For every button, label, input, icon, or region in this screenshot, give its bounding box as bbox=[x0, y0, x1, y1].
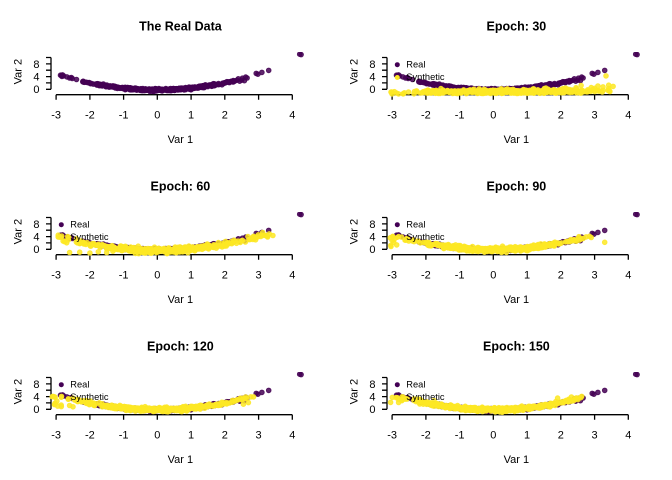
svg-text:Synthetic: Synthetic bbox=[406, 72, 445, 82]
svg-text:8: 8 bbox=[33, 379, 39, 391]
svg-text:Epoch: 60: Epoch: 60 bbox=[151, 180, 211, 194]
svg-text:4: 4 bbox=[33, 72, 39, 84]
svg-text:3: 3 bbox=[592, 270, 598, 282]
svg-text:-2: -2 bbox=[421, 270, 431, 282]
svg-text:4: 4 bbox=[369, 392, 375, 404]
svg-text:Real: Real bbox=[406, 219, 425, 229]
svg-text:Real: Real bbox=[70, 219, 89, 229]
svg-text:Var 1: Var 1 bbox=[168, 454, 193, 466]
svg-text:8: 8 bbox=[369, 59, 375, 71]
svg-text:-1: -1 bbox=[119, 110, 129, 122]
svg-text:4: 4 bbox=[625, 110, 631, 122]
svg-text:8: 8 bbox=[369, 379, 375, 391]
svg-text:Var 2: Var 2 bbox=[12, 59, 24, 84]
svg-text:3: 3 bbox=[256, 430, 262, 442]
svg-text:8: 8 bbox=[33, 59, 39, 71]
svg-text:0: 0 bbox=[369, 84, 375, 96]
svg-text:Var 1: Var 1 bbox=[168, 134, 193, 146]
svg-text:4: 4 bbox=[289, 110, 295, 122]
svg-text:2: 2 bbox=[558, 110, 564, 122]
svg-text:3: 3 bbox=[592, 110, 598, 122]
svg-text:1: 1 bbox=[524, 110, 530, 122]
svg-text:4: 4 bbox=[369, 72, 375, 84]
svg-text:4: 4 bbox=[625, 430, 631, 442]
svg-text:-2: -2 bbox=[85, 430, 95, 442]
svg-text:-2: -2 bbox=[85, 110, 95, 122]
svg-text:2: 2 bbox=[558, 430, 564, 442]
svg-text:0: 0 bbox=[33, 84, 39, 96]
svg-text:Var 1: Var 1 bbox=[504, 294, 529, 306]
svg-text:Var 1: Var 1 bbox=[504, 454, 529, 466]
svg-text:Epoch: 90: Epoch: 90 bbox=[487, 180, 547, 194]
svg-text:2: 2 bbox=[222, 430, 228, 442]
svg-text:-2: -2 bbox=[85, 270, 95, 282]
svg-text:3: 3 bbox=[256, 110, 262, 122]
svg-text:Real: Real bbox=[406, 379, 425, 389]
svg-text:-3: -3 bbox=[51, 430, 61, 442]
svg-text:8: 8 bbox=[369, 219, 375, 231]
svg-text:4: 4 bbox=[33, 232, 39, 244]
svg-text:2: 2 bbox=[222, 110, 228, 122]
svg-text:Var 2: Var 2 bbox=[348, 59, 360, 84]
svg-text:Synthetic: Synthetic bbox=[70, 392, 109, 402]
svg-text:-1: -1 bbox=[455, 430, 465, 442]
svg-text:3: 3 bbox=[256, 270, 262, 282]
svg-text:Var 2: Var 2 bbox=[12, 219, 24, 244]
svg-text:Synthetic: Synthetic bbox=[406, 232, 445, 242]
svg-text:0: 0 bbox=[33, 404, 39, 416]
svg-text:3: 3 bbox=[592, 430, 598, 442]
svg-text:-1: -1 bbox=[119, 270, 129, 282]
svg-text:0: 0 bbox=[154, 110, 160, 122]
svg-text:Var 2: Var 2 bbox=[348, 379, 360, 404]
svg-text:Var 2: Var 2 bbox=[12, 379, 24, 404]
svg-text:Real: Real bbox=[406, 59, 425, 69]
svg-text:4: 4 bbox=[33, 392, 39, 404]
svg-text:2: 2 bbox=[222, 270, 228, 282]
svg-text:8: 8 bbox=[33, 219, 39, 231]
svg-text:Synthetic: Synthetic bbox=[70, 232, 109, 242]
svg-text:0: 0 bbox=[33, 244, 39, 256]
svg-text:4: 4 bbox=[289, 430, 295, 442]
svg-text:-3: -3 bbox=[51, 110, 61, 122]
svg-text:The Real Data: The Real Data bbox=[139, 20, 223, 34]
svg-text:Real: Real bbox=[70, 379, 89, 389]
svg-text:1: 1 bbox=[188, 270, 194, 282]
svg-text:-1: -1 bbox=[455, 270, 465, 282]
svg-text:-3: -3 bbox=[51, 270, 61, 282]
svg-text:4: 4 bbox=[369, 232, 375, 244]
svg-text:-2: -2 bbox=[421, 430, 431, 442]
svg-text:Var 2: Var 2 bbox=[348, 219, 360, 244]
svg-text:-3: -3 bbox=[387, 270, 397, 282]
svg-text:2: 2 bbox=[558, 270, 564, 282]
svg-text:0: 0 bbox=[369, 404, 375, 416]
svg-text:0: 0 bbox=[154, 430, 160, 442]
svg-text:Synthetic: Synthetic bbox=[406, 392, 445, 402]
svg-text:1: 1 bbox=[188, 430, 194, 442]
svg-text:Var 1: Var 1 bbox=[504, 134, 529, 146]
svg-text:0: 0 bbox=[490, 430, 496, 442]
svg-text:Epoch: 150: Epoch: 150 bbox=[483, 340, 550, 354]
svg-text:0: 0 bbox=[369, 244, 375, 256]
svg-text:0: 0 bbox=[154, 270, 160, 282]
svg-text:4: 4 bbox=[289, 270, 295, 282]
svg-text:1: 1 bbox=[188, 110, 194, 122]
svg-text:1: 1 bbox=[524, 430, 530, 442]
svg-text:-1: -1 bbox=[119, 430, 129, 442]
svg-text:0: 0 bbox=[490, 270, 496, 282]
svg-text:-3: -3 bbox=[387, 430, 397, 442]
svg-text:Epoch: 30: Epoch: 30 bbox=[487, 20, 547, 34]
svg-text:Var 1: Var 1 bbox=[168, 294, 193, 306]
svg-text:0: 0 bbox=[490, 110, 496, 122]
svg-text:-2: -2 bbox=[421, 110, 431, 122]
svg-text:-3: -3 bbox=[387, 110, 397, 122]
svg-text:4: 4 bbox=[625, 270, 631, 282]
svg-text:1: 1 bbox=[524, 270, 530, 282]
svg-text:Epoch: 120: Epoch: 120 bbox=[147, 340, 214, 354]
svg-text:-1: -1 bbox=[455, 110, 465, 122]
